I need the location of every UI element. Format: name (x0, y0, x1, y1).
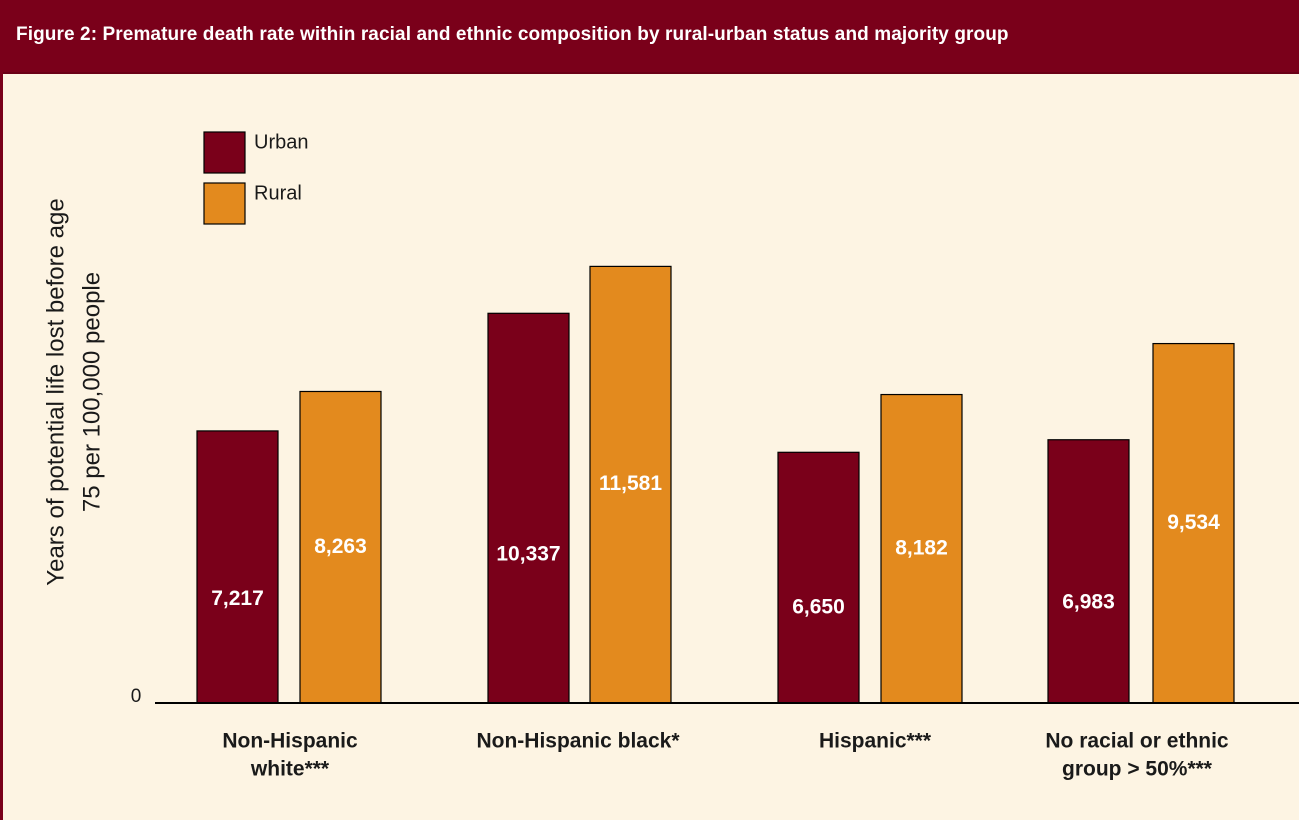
bar-value-label: 10,337 (496, 542, 560, 565)
bar-rural (589, 265, 672, 704)
bar-value-label: 9,534 (1167, 511, 1220, 534)
bar-value-label: 7,217 (211, 587, 264, 610)
legend-swatch-rural (203, 182, 246, 225)
bar-value-label: 11,581 (599, 472, 662, 495)
legend-swatch-urban (203, 131, 246, 174)
figure-header: Figure 2: Premature death rate within ra… (0, 0, 1299, 74)
bar-urban (1047, 439, 1130, 704)
category-label: group > 50%*** (1062, 758, 1213, 781)
bar-value-label: 8,182 (895, 536, 948, 559)
y-tick-label: 0 (131, 686, 142, 707)
bar-value-label: 6,650 (792, 595, 845, 618)
category-label: Non-Hispanic (222, 730, 358, 753)
bar-urban (196, 430, 279, 704)
bar-value-label: 6,983 (1062, 591, 1115, 614)
category-label: Hispanic*** (819, 730, 932, 753)
y-axis-title: Years of potential life lost before age (42, 198, 69, 585)
category-label: white*** (250, 758, 330, 781)
bar-chart: 7,217 10,337 6,650 6,983 8,263 11,581 8,182 9,5… (42, 131, 1299, 781)
bar-urban (777, 451, 860, 704)
y-axis-title: 75 per 100,000 people (78, 272, 105, 512)
bar-rural (299, 390, 382, 704)
bar-urban (487, 312, 570, 704)
category-label: No racial or ethnic (1045, 730, 1229, 753)
legend-label-urban: Urban (254, 131, 308, 153)
bar-value-label: 8,263 (314, 535, 367, 558)
figure-title: Figure 2: Premature death rate within ra… (16, 24, 1009, 45)
legend-label-rural: Rural (254, 182, 302, 204)
left-border (0, 72, 3, 820)
category-label: Non-Hispanic black* (476, 730, 680, 753)
bar-rural (880, 393, 963, 704)
